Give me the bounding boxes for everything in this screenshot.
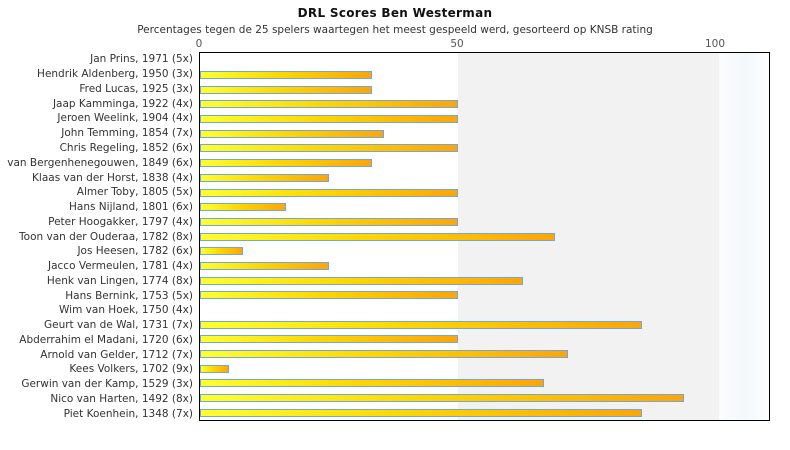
score-bar xyxy=(200,173,329,182)
bar-row xyxy=(200,126,769,141)
y-axis-label: Almer Toby, 1805 (5x) xyxy=(76,186,193,199)
bar-row xyxy=(200,332,769,347)
bar-row xyxy=(200,273,769,288)
y-axis-label: Hans Bernink, 1753 (5x) xyxy=(65,289,193,302)
score-bar xyxy=(200,394,684,403)
score-bar xyxy=(200,85,372,94)
bar-row xyxy=(200,259,769,274)
bar-row xyxy=(200,391,769,406)
score-bar xyxy=(200,203,287,212)
y-axis-label: Nico van Harten, 1492 (8x) xyxy=(50,392,193,405)
bar-row xyxy=(200,215,769,230)
x-axis-tick-label: 50 xyxy=(450,38,464,50)
bar-row xyxy=(200,156,769,171)
score-bar xyxy=(200,379,545,388)
score-bar xyxy=(200,217,458,226)
bar-row xyxy=(200,200,769,215)
plot-area xyxy=(199,52,770,421)
y-axis-label: Piet Koenhein, 1348 (7x) xyxy=(63,407,193,420)
y-axis-label: Jeroen Weelink, 1904 (4x) xyxy=(57,112,193,125)
bar-row xyxy=(200,97,769,112)
score-bar xyxy=(200,100,458,109)
bar-row xyxy=(200,141,769,156)
bar-row xyxy=(200,347,769,362)
y-axis-label: Geurt van de Wal, 1731 (7x) xyxy=(43,319,193,332)
y-axis-label: van Bergenhenegouwen, 1849 (6x) xyxy=(7,156,193,169)
y-axis-label: Klaas van der Horst, 1838 (4x) xyxy=(32,171,193,184)
y-axis-label: Wim van Hoek, 1750 (4x) xyxy=(59,304,193,317)
bar-row xyxy=(200,82,769,97)
bar-row xyxy=(200,376,769,391)
plot-right-gradient xyxy=(719,53,769,420)
y-axis-label: Fred Lucas, 1925 (3x) xyxy=(79,82,193,95)
y-axis-label: Hendrik Aldenberg, 1950 (3x) xyxy=(37,68,193,81)
score-bar xyxy=(200,144,458,153)
x-axis-ticks: 0 50 100 xyxy=(0,38,790,51)
y-axis-label: Arnold van Gelder, 1712 (7x) xyxy=(40,348,193,361)
y-axis-label: Abderrahim el Madani, 1720 (6x) xyxy=(19,333,193,346)
y-axis-labels: Jan Prins, 1971 (5x) Hendrik Aldenberg, 1… xyxy=(0,52,193,421)
bar-row xyxy=(200,288,769,303)
score-bar xyxy=(200,232,555,241)
y-axis-label: Jan Prins, 1971 (5x) xyxy=(90,53,193,66)
bar-row xyxy=(200,185,769,200)
score-bar xyxy=(200,261,329,270)
y-axis-label: Kees Volkers, 1702 (9x) xyxy=(69,363,193,376)
bar-row xyxy=(200,303,769,318)
bar-row xyxy=(200,244,769,259)
score-bar xyxy=(200,276,523,285)
y-axis-label: John Temming, 1854 (7x) xyxy=(61,127,193,140)
score-bar xyxy=(200,291,458,300)
bar-rows xyxy=(200,53,769,420)
y-axis-label: Jacco Vermeulen, 1781 (4x) xyxy=(48,260,193,273)
score-bar xyxy=(200,159,372,168)
chart-subtitle: Percentages tegen de 25 spelers waartege… xyxy=(137,24,653,36)
y-axis-label: Gerwin van der Kamp, 1529 (3x) xyxy=(21,378,193,391)
bar-row xyxy=(200,112,769,127)
score-bar xyxy=(200,71,372,80)
bar-row xyxy=(200,361,769,376)
y-axis-label: Hans Nijland, 1801 (6x) xyxy=(69,201,193,214)
y-axis-label: Chris Regeling, 1852 (6x) xyxy=(59,141,193,154)
score-bar xyxy=(200,364,229,373)
score-bar xyxy=(200,188,458,197)
x-axis-tick-label: 100 xyxy=(704,38,726,50)
y-axis-label: Henk van Lingen, 1774 (8x) xyxy=(46,274,193,287)
score-bar xyxy=(200,115,458,124)
bar-row xyxy=(200,317,769,332)
score-bar xyxy=(200,247,243,256)
score-bar xyxy=(200,350,569,359)
bar-row xyxy=(200,406,769,421)
bar-row xyxy=(200,53,769,68)
bar-row xyxy=(200,171,769,186)
score-bar xyxy=(200,408,643,417)
chart-title: DRL Scores Ben Westerman xyxy=(297,6,493,20)
y-axis-label: Jaap Kamminga, 1922 (4x) xyxy=(52,97,193,110)
score-bar xyxy=(200,320,643,329)
y-axis-label: Toon van der Ouderaa, 1782 (8x) xyxy=(19,230,193,243)
y-axis-label: Peter Hoogakker, 1797 (4x) xyxy=(48,215,193,228)
score-bar xyxy=(200,129,385,138)
score-bar xyxy=(200,335,458,344)
bar-row xyxy=(200,229,769,244)
y-axis-label: Jos Heesen, 1782 (6x) xyxy=(77,245,193,258)
bar-row xyxy=(200,68,769,83)
x-axis-tick-label: 0 xyxy=(195,38,203,50)
